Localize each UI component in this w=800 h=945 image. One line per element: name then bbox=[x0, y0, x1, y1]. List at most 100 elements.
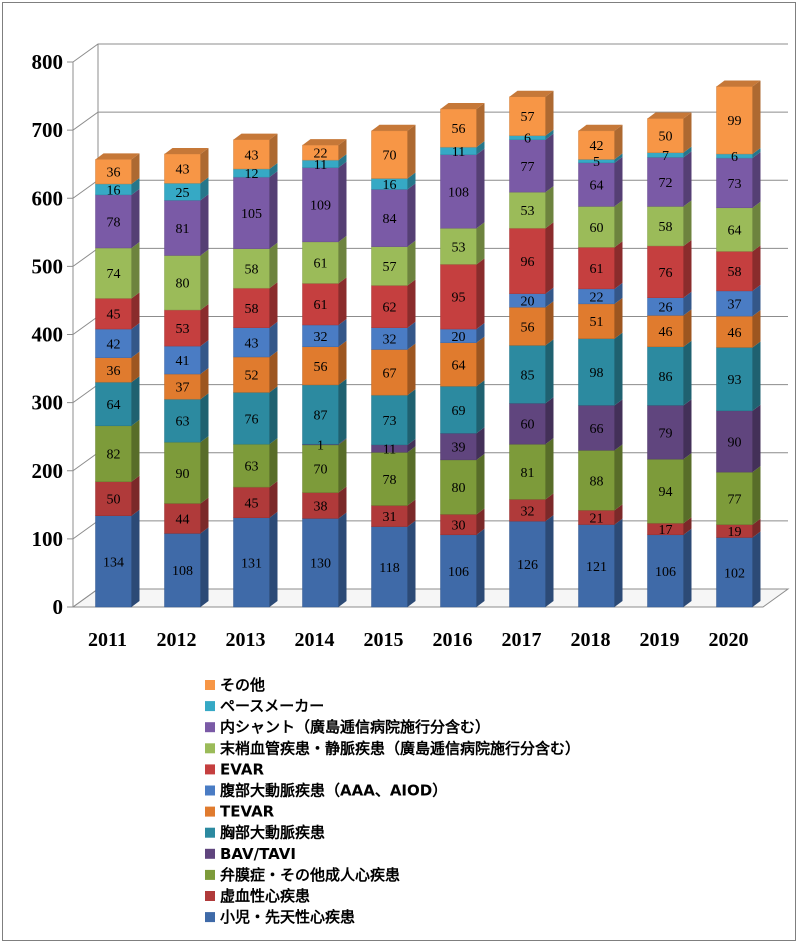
legend-swatch bbox=[205, 912, 215, 923]
bar-segment bbox=[164, 200, 201, 256]
bar-top-face bbox=[302, 139, 347, 146]
bar-segment bbox=[371, 349, 408, 396]
bar-segment bbox=[647, 346, 684, 406]
bar-segment-side bbox=[476, 380, 485, 434]
data-label: 17 bbox=[659, 523, 673, 538]
bar-segment bbox=[647, 118, 684, 153]
bar-segment bbox=[578, 338, 615, 406]
data-label: 22 bbox=[590, 290, 604, 305]
bar-segment-side bbox=[200, 527, 209, 607]
data-label: 88 bbox=[590, 474, 604, 489]
bar-segment bbox=[95, 381, 132, 427]
bar-segment bbox=[302, 283, 339, 326]
legend-swatch bbox=[205, 848, 215, 859]
bar-top-face bbox=[371, 124, 416, 131]
data-label: 70 bbox=[314, 463, 328, 478]
bar-segment bbox=[233, 327, 270, 358]
data-label: 82 bbox=[107, 448, 121, 463]
bar-segment-side bbox=[752, 518, 761, 538]
bar-stack-2016: 106 30 80 39 69 64 20 95 53 108 11 56 bbox=[440, 103, 485, 608]
legend-swatch bbox=[205, 869, 215, 880]
bar-segment-side bbox=[752, 245, 761, 291]
data-label: 87 bbox=[314, 409, 328, 424]
data-label: 64 bbox=[728, 224, 742, 239]
bar-segment-side bbox=[407, 389, 416, 445]
bar-stack-2011: 134 50 82 64 36 42 45 74 78 16 36 bbox=[95, 153, 140, 608]
bar-segment-side bbox=[338, 139, 347, 161]
data-label: 56 bbox=[314, 360, 328, 375]
data-label: 105 bbox=[241, 207, 262, 222]
bar-segment-side bbox=[476, 508, 485, 535]
bar-segment-side bbox=[545, 301, 554, 346]
bar-segment-side bbox=[269, 481, 278, 518]
bar-segment-side bbox=[407, 446, 416, 506]
bar-segment bbox=[164, 398, 201, 443]
bar-segment bbox=[95, 357, 132, 383]
data-label: 51 bbox=[590, 315, 604, 330]
data-label: 52 bbox=[245, 369, 259, 384]
bar-segment-side bbox=[407, 321, 416, 350]
data-label: 43 bbox=[176, 163, 190, 178]
data-label: 50 bbox=[107, 493, 121, 508]
data-label: 98 bbox=[590, 366, 604, 381]
data-label: 76 bbox=[245, 412, 259, 427]
bar-segment bbox=[578, 450, 615, 511]
data-label: 61 bbox=[590, 262, 604, 277]
bar-segment bbox=[716, 410, 753, 473]
bar-top-face bbox=[509, 90, 554, 97]
bar-segment bbox=[716, 207, 753, 252]
bar-segment bbox=[371, 189, 408, 247]
bar-top-face bbox=[95, 153, 140, 160]
bar-stack-2015: 118 31 78 11 73 67 32 62 57 84 16 70 bbox=[371, 124, 416, 608]
data-label: 66 bbox=[590, 422, 604, 437]
data-label: 26 bbox=[659, 301, 673, 316]
bar-segment-side bbox=[545, 493, 554, 522]
data-label: 90 bbox=[176, 467, 190, 482]
bar-segment bbox=[509, 403, 546, 445]
bar-segment bbox=[371, 285, 408, 328]
legend-entry: BAV/TAVI bbox=[220, 845, 296, 863]
bar-segment-side bbox=[752, 531, 761, 607]
y-tick-label: 400 bbox=[32, 323, 64, 347]
x-tick-label: 2011 bbox=[88, 629, 127, 651]
legend-swatch bbox=[205, 722, 215, 733]
data-label: 78 bbox=[383, 473, 397, 488]
data-label: 12 bbox=[245, 167, 259, 182]
bar-segment-side bbox=[476, 427, 485, 460]
bar-segment bbox=[716, 86, 753, 155]
bar-segment-side bbox=[131, 177, 140, 195]
bar-segment-side bbox=[200, 177, 209, 201]
bar-segment bbox=[302, 492, 339, 519]
bar-segment bbox=[95, 328, 132, 358]
bar-segment-side bbox=[614, 518, 623, 607]
bar-segment-side bbox=[476, 323, 485, 343]
legend-entry: その他 bbox=[220, 676, 265, 694]
data-label: 25 bbox=[176, 186, 190, 201]
y-tick-label: 600 bbox=[32, 186, 64, 210]
bar-segment-side bbox=[614, 504, 623, 525]
bar-segment-side bbox=[752, 404, 761, 473]
bar-segment-side bbox=[131, 323, 140, 358]
bar-segment bbox=[233, 443, 270, 488]
bar-stack-2012: 108 44 90 63 37 41 53 80 81 25 43 bbox=[164, 147, 209, 608]
bar-segment bbox=[716, 537, 753, 608]
data-label: 5 bbox=[593, 155, 600, 170]
bar-segment bbox=[578, 206, 615, 248]
data-label: 53 bbox=[521, 204, 535, 219]
data-label: 32 bbox=[383, 333, 397, 348]
bar-segment-side bbox=[200, 249, 209, 310]
bar-segment bbox=[371, 452, 408, 506]
data-label: 96 bbox=[521, 255, 535, 270]
bar-segment-side bbox=[338, 438, 347, 445]
data-label: 121 bbox=[586, 560, 607, 575]
bar-segment-side bbox=[476, 148, 485, 229]
legend-entry: 虚血性心疾患 bbox=[220, 887, 310, 905]
bar-segment bbox=[578, 130, 615, 160]
legend-entry: 胸部大動脈疾患 bbox=[220, 824, 325, 842]
bar-segment bbox=[371, 394, 408, 446]
data-label: 45 bbox=[245, 496, 259, 511]
legend-entry: ペースメーカー bbox=[220, 697, 324, 715]
bar-segment-side bbox=[338, 277, 347, 325]
data-label: 56 bbox=[521, 320, 535, 335]
